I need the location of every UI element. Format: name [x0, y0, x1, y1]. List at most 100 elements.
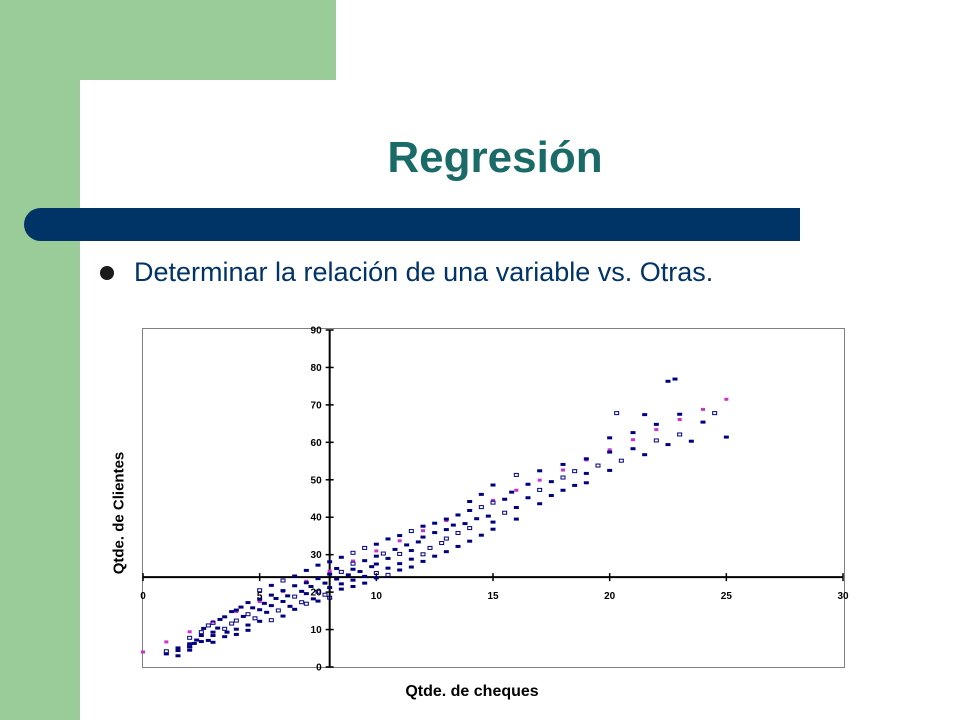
observed-point [338, 555, 344, 559]
fitted-point [607, 448, 612, 452]
observed-point [327, 586, 333, 590]
observed-point [280, 589, 286, 593]
observed-point [443, 550, 449, 554]
observed-point [233, 608, 239, 612]
observed-point [362, 545, 368, 550]
observed-point [385, 537, 391, 541]
observed-point [257, 597, 263, 601]
fitted-point [164, 640, 169, 644]
observed-point [303, 581, 309, 585]
chart-axes [142, 329, 844, 668]
y-tick-label: 60 [311, 438, 323, 449]
observed-point [723, 435, 729, 439]
observed-point [548, 494, 554, 498]
observed-point [338, 569, 344, 574]
fitted-point [537, 478, 542, 482]
observed-point [408, 549, 414, 553]
observed-point [665, 443, 671, 447]
observed-point [215, 626, 221, 630]
observed-point [233, 627, 239, 631]
observed-point [210, 634, 216, 638]
x-tick-label: 15 [487, 591, 499, 602]
observed-point [688, 439, 694, 443]
observed-point [373, 571, 379, 576]
observed-point [455, 513, 461, 517]
observed-point [303, 592, 309, 596]
observed-point [315, 577, 321, 581]
observed-point [478, 505, 484, 510]
observed-point [467, 499, 473, 503]
fitted-point [351, 559, 355, 563]
observed-point [175, 649, 181, 653]
y-tick-label: 90 [311, 326, 323, 337]
observed-point [607, 468, 613, 472]
observed-point [513, 517, 519, 521]
fitted-point [257, 599, 262, 603]
fitted-point [724, 397, 729, 401]
observed-point [677, 432, 683, 437]
observed-point [397, 551, 403, 556]
observed-point [653, 438, 659, 443]
observed-point [191, 641, 197, 645]
observed-point [233, 632, 239, 636]
fitted-point [397, 539, 402, 543]
observed-point [327, 560, 333, 564]
observed-point [420, 535, 426, 539]
observed-point [385, 572, 391, 577]
observed-point [583, 481, 589, 485]
observed-point [327, 595, 333, 600]
observed-point [385, 566, 391, 570]
observed-point [672, 377, 678, 381]
observed-point [322, 592, 328, 597]
observed-point [338, 582, 344, 586]
fitted-point [701, 407, 705, 411]
observed-point [373, 542, 379, 546]
observed-point [268, 618, 274, 623]
slide-title: Regresión [387, 133, 603, 182]
observed-point [548, 480, 554, 484]
observed-point [420, 559, 426, 563]
observed-point [509, 490, 515, 494]
observed-point [350, 584, 356, 588]
observed-point [537, 469, 543, 473]
observed-point [432, 531, 438, 535]
observed-point [222, 635, 228, 639]
observed-point [642, 413, 648, 417]
observed-point [362, 574, 368, 578]
observed-point [485, 514, 491, 518]
observed-point [245, 628, 251, 632]
x-axis-title: Qtde. de cheques [405, 683, 539, 700]
observed-point [450, 523, 456, 527]
observed-point [187, 644, 193, 649]
y-tick-label: 30 [311, 550, 323, 561]
green-left-band [0, 0, 80, 720]
observed-point [432, 521, 438, 525]
observed-point [350, 561, 356, 566]
observed-point [502, 497, 508, 501]
observed-point [415, 540, 421, 544]
x-tick-label: 0 [140, 591, 146, 602]
observed-point [187, 648, 193, 652]
observed-point [194, 638, 200, 642]
observed-point [287, 604, 293, 608]
observed-point [467, 539, 473, 543]
observed-point [408, 557, 414, 561]
observed-point [362, 559, 368, 563]
fitted-point [491, 498, 495, 502]
observed-point [175, 646, 181, 650]
observed-point [252, 616, 258, 621]
observed-point [392, 547, 398, 551]
observed-point [261, 601, 267, 605]
observed-point [513, 472, 519, 477]
observed-point [478, 492, 484, 496]
observed-point [240, 614, 246, 618]
observed-point [224, 630, 230, 634]
observed-point [292, 584, 298, 588]
observed-point [630, 447, 636, 451]
observed-point [233, 618, 239, 623]
observed-point [362, 581, 368, 585]
observed-point [257, 588, 263, 593]
observed-point [443, 536, 449, 541]
observed-point [245, 612, 251, 617]
